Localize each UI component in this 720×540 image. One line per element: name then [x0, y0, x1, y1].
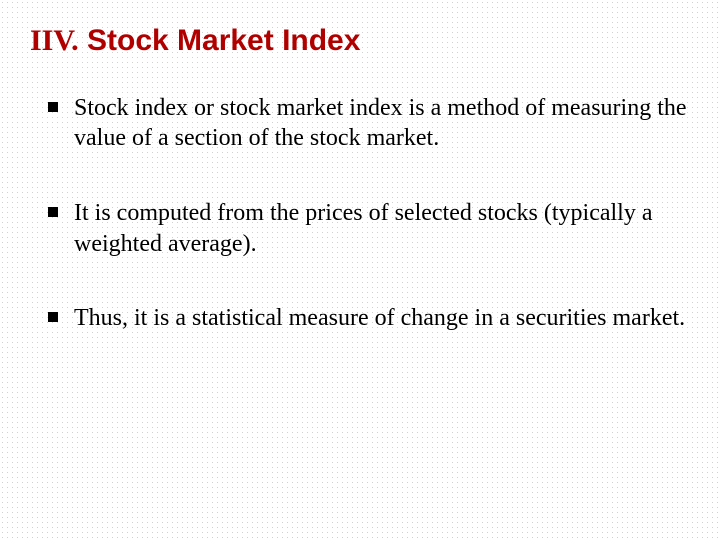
list-item: Thus, it is a statistical measure of cha… — [44, 303, 690, 334]
slide-title: IIV. Stock Market Index — [30, 24, 690, 59]
title-roman-numeral: IIV. — [30, 24, 79, 57]
list-item: It is computed from the prices of select… — [44, 198, 690, 259]
slide: IIV. Stock Market Index Stock index or s… — [0, 0, 720, 540]
bullet-list: Stock index or stock market index is a m… — [30, 93, 690, 335]
title-text: Stock Market Index — [79, 24, 361, 57]
list-item: Stock index or stock market index is a m… — [44, 93, 690, 154]
